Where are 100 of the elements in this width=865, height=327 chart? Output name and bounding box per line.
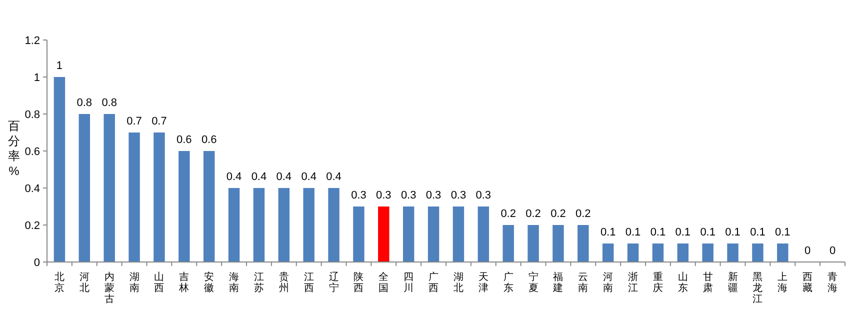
x-tick-label: 海南 bbox=[229, 271, 240, 294]
bar bbox=[627, 244, 639, 262]
bar bbox=[578, 225, 589, 262]
bar bbox=[328, 188, 340, 262]
bar bbox=[128, 132, 140, 262]
data-label: 0.4 bbox=[276, 171, 292, 183]
x-tick-label: 青海 bbox=[828, 271, 838, 294]
x-tick-label: 西藏 bbox=[802, 272, 813, 294]
x-tick-label: 山西 bbox=[154, 271, 164, 294]
x-tick-label: 湖北 bbox=[453, 271, 464, 294]
x-tick-label: 河北 bbox=[79, 271, 90, 294]
bar bbox=[178, 151, 190, 262]
data-label: 0.3 bbox=[400, 190, 416, 202]
data-label: 0.2 bbox=[526, 208, 541, 220]
data-label: 0.1 bbox=[750, 226, 766, 238]
data-label: 0 bbox=[829, 245, 836, 257]
data-label: 0.7 bbox=[126, 116, 142, 128]
x-tick-label: 安徽 bbox=[204, 271, 214, 294]
bar bbox=[727, 244, 738, 262]
bar bbox=[203, 151, 215, 262]
data-label: 0.2 bbox=[500, 208, 516, 220]
x-tick-label: 贵州 bbox=[278, 271, 289, 294]
y-tick-label: 0.6 bbox=[24, 146, 40, 158]
x-tick-label: 全国 bbox=[378, 271, 389, 294]
bar bbox=[428, 206, 440, 262]
data-label: 0.4 bbox=[251, 171, 267, 183]
data-label: 0.3 bbox=[376, 190, 392, 202]
x-tick-label: 浙江 bbox=[628, 271, 638, 294]
x-tick-label: 黑龙江 bbox=[752, 272, 763, 305]
data-label: 0.1 bbox=[625, 226, 641, 238]
x-tick-label: 广西 bbox=[428, 271, 439, 294]
bar bbox=[677, 244, 689, 262]
data-label: 0.2 bbox=[550, 208, 566, 220]
bar bbox=[378, 206, 390, 262]
bar bbox=[502, 225, 514, 262]
data-label: 0.1 bbox=[675, 226, 691, 238]
bar bbox=[478, 206, 490, 262]
bar bbox=[353, 206, 364, 262]
data-label: 0.4 bbox=[326, 171, 342, 183]
data-label: 0.2 bbox=[576, 208, 591, 220]
x-tick-label: 广东 bbox=[503, 271, 514, 294]
data-label: 0.1 bbox=[700, 226, 716, 238]
x-tick-label: 辽宁 bbox=[328, 271, 339, 294]
bar bbox=[602, 244, 614, 262]
bar bbox=[54, 77, 66, 262]
bar bbox=[104, 114, 115, 262]
y-axis-title: 百分率% bbox=[8, 119, 20, 178]
data-label: 0 bbox=[804, 245, 811, 257]
x-tick-label: 新疆 bbox=[728, 271, 738, 294]
bar bbox=[402, 206, 414, 262]
x-tick-label: 江西 bbox=[304, 271, 314, 294]
x-tick-label: 甘肃 bbox=[702, 271, 713, 294]
x-tick-label: 江苏 bbox=[254, 271, 264, 294]
x-tick-label: 湖南 bbox=[129, 271, 140, 294]
bar bbox=[528, 225, 539, 262]
bar bbox=[228, 188, 240, 262]
y-tick-label: 0 bbox=[34, 257, 40, 269]
y-tick-label: 0.4 bbox=[24, 183, 40, 195]
data-label: 0.3 bbox=[450, 190, 466, 202]
x-tick-label: 福建 bbox=[552, 271, 564, 294]
data-label: 0.8 bbox=[102, 97, 117, 109]
data-label: 0.6 bbox=[176, 134, 192, 146]
y-tick-label: 0.8 bbox=[24, 109, 40, 121]
data-label: 0.3 bbox=[351, 190, 366, 202]
x-tick-label: 河南 bbox=[603, 271, 614, 294]
bar bbox=[652, 244, 664, 262]
bar bbox=[154, 132, 165, 262]
x-tick-label: 吉林 bbox=[178, 271, 190, 294]
x-tick-label: 天津 bbox=[478, 272, 488, 294]
bar bbox=[452, 206, 464, 262]
bar bbox=[253, 188, 265, 262]
x-tick-label: 四川 bbox=[404, 272, 414, 294]
bar bbox=[303, 188, 314, 262]
bar bbox=[752, 244, 764, 262]
data-label: 0.8 bbox=[76, 97, 92, 109]
x-tick-label: 北京 bbox=[54, 271, 64, 294]
x-tick-label: 云南 bbox=[578, 272, 588, 294]
y-tick-label: 1.2 bbox=[24, 35, 40, 47]
data-label: 0.7 bbox=[152, 116, 167, 128]
data-label: 0.4 bbox=[301, 171, 316, 183]
data-label: 0.3 bbox=[476, 190, 492, 202]
bar bbox=[278, 188, 290, 262]
data-label: 0.6 bbox=[201, 134, 217, 146]
bar bbox=[777, 244, 788, 262]
x-tick-label: 上海 bbox=[778, 271, 788, 294]
bar bbox=[552, 225, 564, 262]
data-label: 0.1 bbox=[650, 226, 666, 238]
data-label: 0.4 bbox=[226, 171, 242, 183]
x-tick-label: 山东 bbox=[678, 271, 688, 294]
x-tick-label: 内蒙古 bbox=[104, 271, 114, 305]
y-tick-label: 0.2 bbox=[24, 220, 40, 232]
bar bbox=[78, 114, 90, 262]
data-label: 1 bbox=[56, 60, 63, 72]
bar bbox=[702, 244, 714, 262]
y-tick-label: 1 bbox=[34, 72, 40, 84]
x-tick-label: 重庆 bbox=[652, 271, 663, 294]
x-tick-label: 陕西 bbox=[354, 271, 364, 294]
data-label: 0.1 bbox=[775, 226, 790, 238]
data-label: 0.3 bbox=[426, 190, 442, 202]
data-label: 0.1 bbox=[725, 226, 740, 238]
